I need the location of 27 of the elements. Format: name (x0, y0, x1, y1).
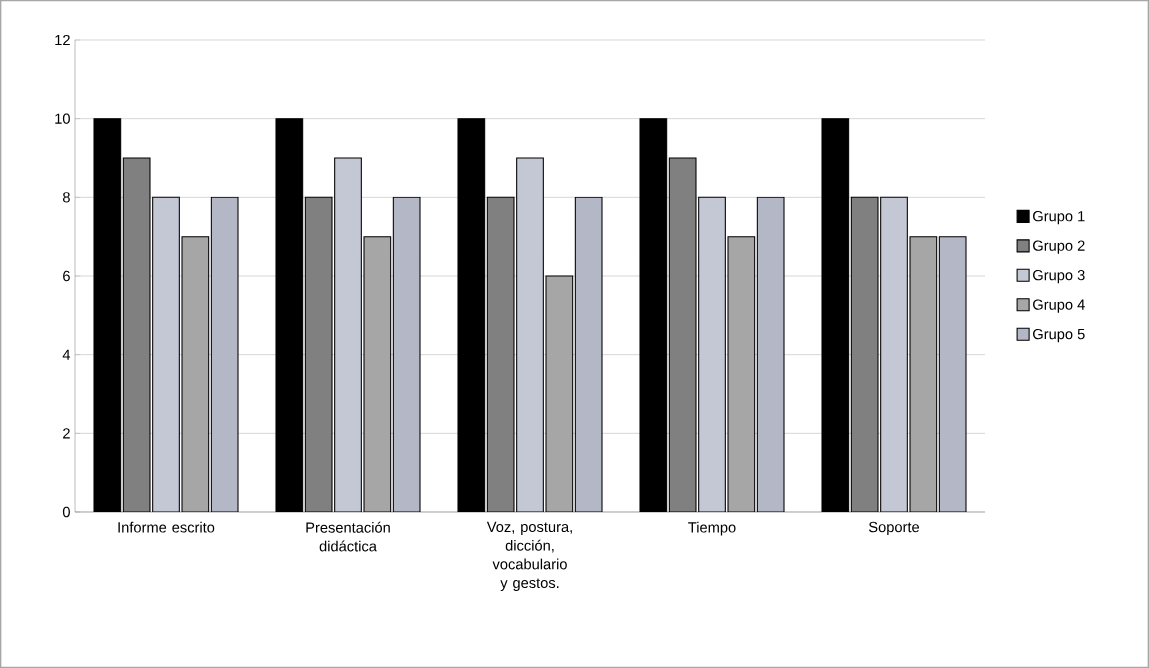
x-tick-label: Presentación didáctica (306, 521, 390, 552)
legend-label: Grupo 3 (1033, 269, 1085, 284)
bar (516, 157, 544, 512)
bar (698, 196, 726, 512)
y-tick-label: 6 (63, 270, 70, 282)
y-tick-label: 8 (62, 192, 70, 203)
y-tick-label: 0 (62, 506, 70, 518)
bar (392, 196, 421, 512)
y-tick-label: 4 (62, 349, 71, 360)
bar (210, 196, 239, 512)
legend-label: Grupo 2 (1033, 240, 1085, 254)
legend-label: Grupo 5 (1033, 328, 1085, 343)
x-tick-label: Tiempo (688, 521, 736, 536)
bar (880, 196, 908, 512)
bar (574, 196, 603, 512)
x-tick-label: Soporte (868, 521, 920, 536)
bar (938, 236, 967, 512)
legend-label: Grupo 4 (1033, 299, 1085, 313)
bar (756, 196, 785, 512)
bar (334, 157, 362, 512)
y-tick-label: 2 (63, 428, 70, 439)
bar (152, 196, 180, 512)
x-tick-label: Voz, postura, dicción, vocabulario y gestos. (486, 521, 572, 591)
x-tick-label: Informe escrito (118, 521, 215, 533)
legend-label: Grupo 1 (1033, 210, 1085, 225)
y-tick-label: 12 (55, 34, 70, 46)
y-tick-label: 10 (55, 113, 70, 124)
